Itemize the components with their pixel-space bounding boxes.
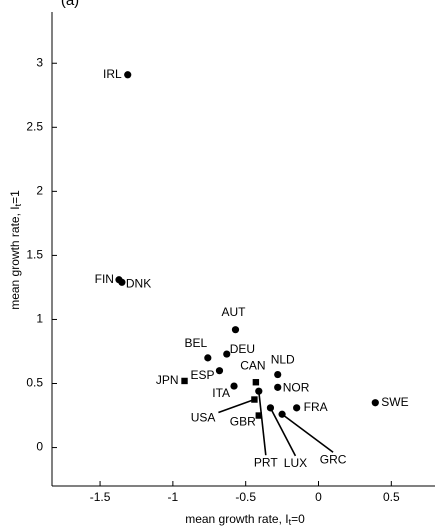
y-axis-label: mean growth rate, It=1 [8,190,23,310]
point-label: ESP [190,368,214,382]
point [371,399,379,407]
x-tick-label: -0.5 [235,490,256,504]
point [274,383,282,391]
point [255,387,263,395]
x-label-text: mean growth rate, I [185,512,288,526]
point-label: CAN [240,358,265,372]
point [274,370,282,379]
chart-title: (a) [61,0,79,9]
point [251,396,258,403]
point-label: LUX [284,456,307,470]
point-label: PRT [254,455,278,469]
point-label: DNK [126,276,151,290]
y-label-text: mean growth rate, I [8,206,22,309]
leader-line [269,407,297,457]
y-tick-label: 0.5 [26,376,43,390]
point-label: DEU [230,342,255,356]
point-label: FIN [95,272,114,286]
point-label: BEL [184,336,207,350]
point-label: SWE [381,395,408,409]
point [223,350,231,358]
point [255,412,262,419]
point-label: FRA [304,400,328,414]
point [124,71,132,79]
point [252,379,260,386]
point [181,377,188,385]
point [230,382,238,390]
y-label-sub: t [13,203,23,206]
point-label: USA [191,411,216,425]
point [293,404,301,412]
point-label: NLD [271,353,295,367]
leader-line [281,413,334,453]
y-label-after: =1 [8,190,22,204]
point-label: AUT [221,305,246,319]
point-label: JPN [156,373,179,387]
leader-line [218,398,255,414]
x-label-sub: t [289,517,292,527]
y-tick-label: 2 [36,184,43,198]
x-tick-label: 0.5 [383,490,400,504]
point-label: GBR [230,415,256,429]
y-tick-label: 2.5 [26,119,43,133]
y-tick-label: 1.5 [26,248,43,262]
x-tick-label: 0 [315,490,322,504]
y-tick-label: 3 [36,55,43,69]
x-tick-label: -1.5 [90,490,111,504]
x-label-after: =0 [291,512,305,526]
point [118,278,126,286]
x-tick-label: -1 [168,490,179,504]
point [215,367,224,375]
point-label: GRC [320,452,347,466]
y-tick-label: 0 [36,440,43,454]
point [204,354,212,362]
point [266,404,275,412]
point-label: IRL [103,67,122,81]
x-axis-label: mean growth rate, It=0 [185,512,305,527]
y-tick-label: 1 [36,312,43,326]
point [231,326,240,334]
point [278,410,286,418]
point-label: ITA [212,386,230,400]
point-label: NOR [283,381,310,395]
leader-line [257,391,267,456]
